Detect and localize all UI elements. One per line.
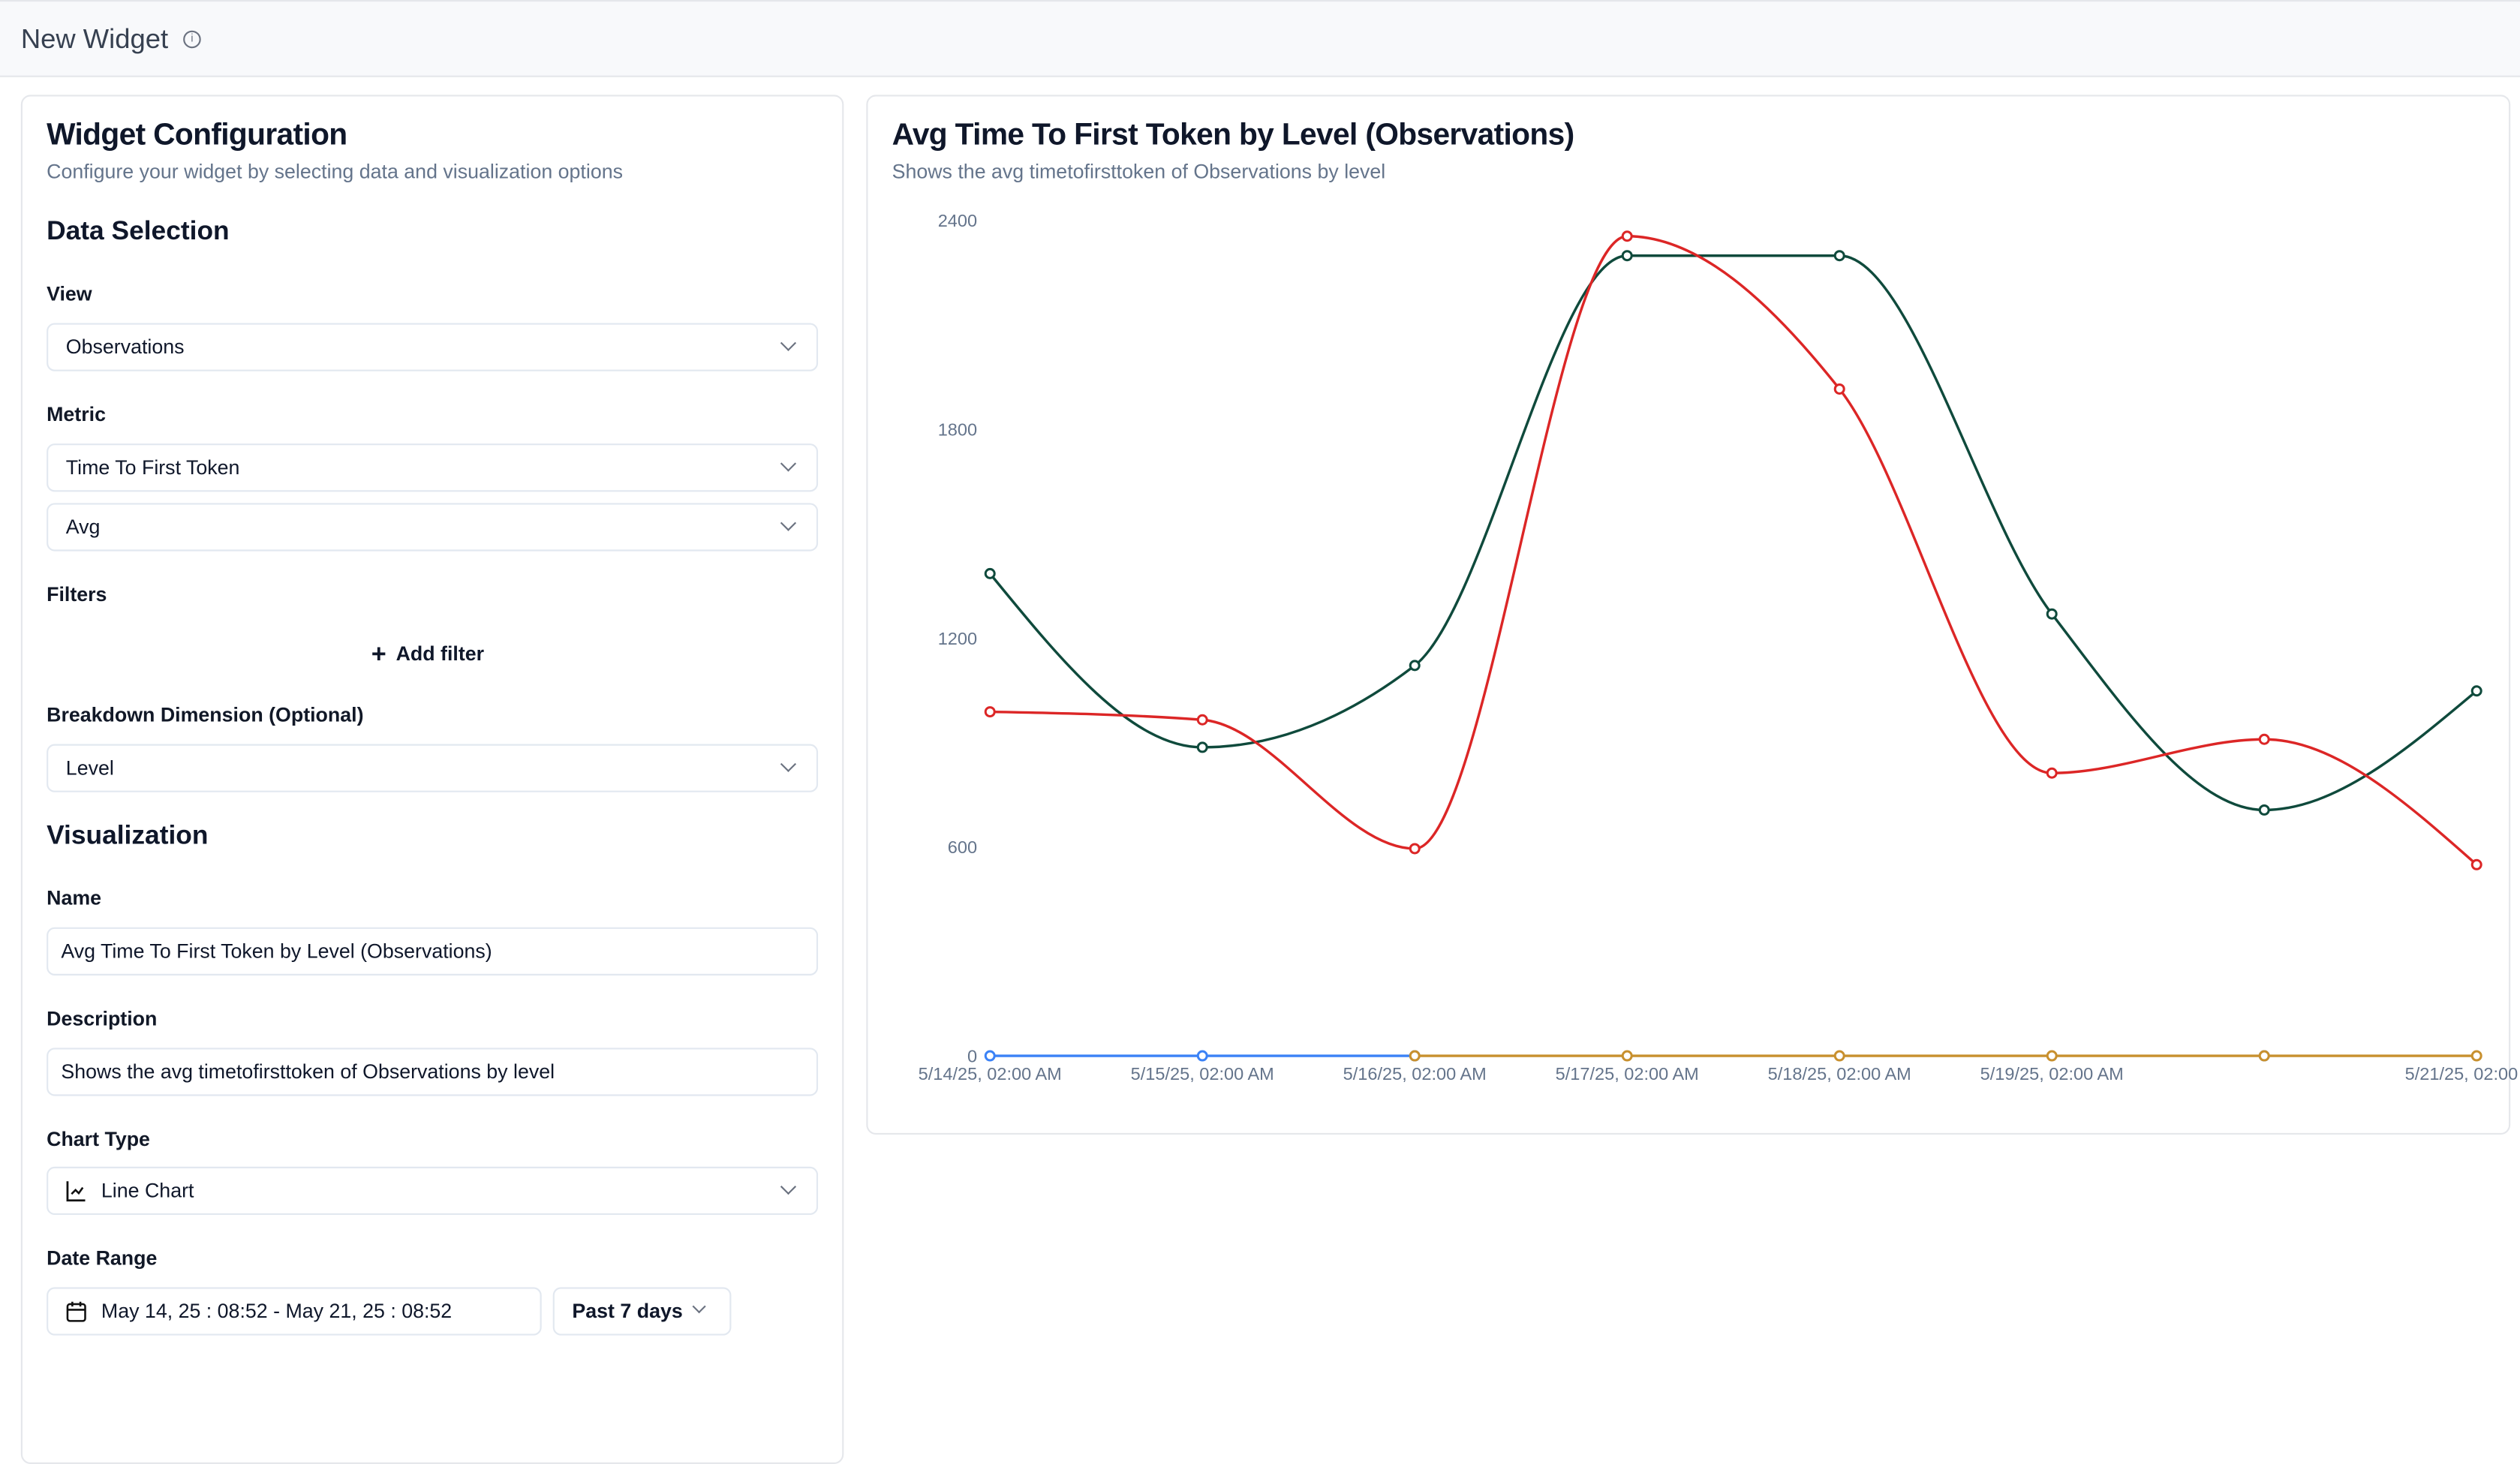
data-point [1196, 741, 1208, 753]
x-tick-label: 5/19/25, 02:00 AM [1980, 1064, 2124, 1084]
date-preset-select[interactable]: Past 7 days [552, 1287, 732, 1336]
data-selection-heading: Data Selection [47, 217, 230, 246]
data-point [1196, 714, 1208, 726]
data-point [1409, 843, 1421, 855]
data-point [2258, 733, 2270, 745]
chart-type-value: Line Chart [101, 1179, 194, 1202]
data-point [1409, 1050, 1421, 1062]
series-line [990, 235, 2478, 866]
chart-subtitle: Shows the avg timetofirsttoken of Observ… [892, 161, 1386, 184]
chart-card [866, 95, 2511, 1135]
data-point [1409, 660, 1421, 672]
data-point [1833, 250, 1845, 262]
config-title: Widget Configuration [47, 119, 347, 153]
data-point [2470, 858, 2482, 870]
metric-value: Time To First Token [65, 456, 240, 479]
y-tick-label: 1800 [938, 419, 977, 439]
chart-title: Avg Time To First Token by Level (Observ… [892, 119, 1575, 153]
x-tick-label: 5/14/25, 02:00 AM [919, 1064, 1062, 1084]
line-chart-icon [66, 1181, 86, 1202]
visualization-heading: Visualization [47, 821, 209, 850]
y-tick-label: 600 [948, 837, 977, 857]
y-tick-label: 1200 [938, 629, 977, 648]
name-label: Name [47, 887, 102, 910]
data-point [984, 1050, 996, 1062]
data-point [984, 706, 996, 718]
data-point [2258, 804, 2270, 816]
data-point [2046, 1050, 2058, 1062]
x-tick-label: 5/17/25, 02:00 AM [1556, 1064, 1699, 1084]
view-value: Observations [65, 335, 185, 359]
x-tick-label: 5/15/25, 02:00 AM [1131, 1064, 1274, 1084]
add-filter-button[interactable]: + Add filter [371, 639, 485, 669]
x-tick-label: 5/16/25, 02:00 AM [1343, 1064, 1487, 1084]
view-label: View [47, 282, 92, 305]
breakdown-select[interactable]: Level [47, 744, 819, 792]
date-range-label: Date Range [47, 1246, 158, 1270]
data-point [1833, 383, 1845, 395]
add-filter-label: Add filter [395, 642, 485, 666]
date-range-picker[interactable]: May 14, 25 : 08:52 - May 21, 25 : 08:52 [47, 1287, 542, 1336]
page-header: New Widget i [0, 0, 2520, 77]
data-point [984, 567, 996, 579]
date-preset-value: Past 7 days [572, 1300, 683, 1323]
data-point [1833, 1050, 1845, 1062]
description-input[interactable]: Shows the avg timetofirsttoken of Observ… [47, 1048, 819, 1096]
description-label: Description [47, 1007, 158, 1030]
data-point [2258, 1050, 2270, 1062]
chart-type-select[interactable]: Line Chart [47, 1166, 819, 1216]
data-point [2470, 685, 2482, 697]
aggregation-value: Avg [65, 516, 101, 539]
description-value: Shows the avg timetofirsttoken of Observ… [61, 1060, 555, 1084]
aggregation-select[interactable]: Avg [47, 503, 819, 552]
y-tick-label: 0 [967, 1047, 977, 1066]
metric-select[interactable]: Time To First Token [47, 443, 819, 492]
data-point [2046, 767, 2058, 779]
calendar-icon [66, 1301, 86, 1322]
data-point [1621, 250, 1633, 262]
data-point [2046, 608, 2058, 620]
page-title: New Widget [20, 24, 169, 55]
x-tick-label: 5/18/25, 02:00 AM [1768, 1064, 1911, 1084]
name-value: Avg Time To First Token by Level (Observ… [61, 939, 492, 963]
x-tick-label: 5/21/25, 02:00 AM [2405, 1064, 2520, 1084]
y-tick-label: 2400 [938, 211, 977, 230]
breakdown-value: Level [65, 756, 114, 780]
breakdown-label: Breakdown Dimension (Optional) [47, 704, 364, 727]
plus-icon: + [371, 641, 386, 669]
data-point [1621, 230, 1633, 242]
series-line [988, 254, 2478, 812]
info-icon[interactable]: i [183, 30, 201, 49]
metric-label: Metric [47, 403, 106, 426]
filters-label: Filters [47, 583, 107, 606]
date-range-value: May 14, 25 : 08:52 - May 21, 25 : 08:52 [101, 1300, 453, 1323]
name-input[interactable]: Avg Time To First Token by Level (Observ… [47, 927, 819, 975]
data-point [1621, 1050, 1633, 1062]
config-subtitle: Configure your widget by selecting data … [47, 161, 624, 184]
data-point [1196, 1050, 1208, 1062]
data-point [2470, 1050, 2482, 1062]
view-select[interactable]: Observations [47, 323, 819, 371]
chart-type-label: Chart Type [47, 1128, 150, 1151]
